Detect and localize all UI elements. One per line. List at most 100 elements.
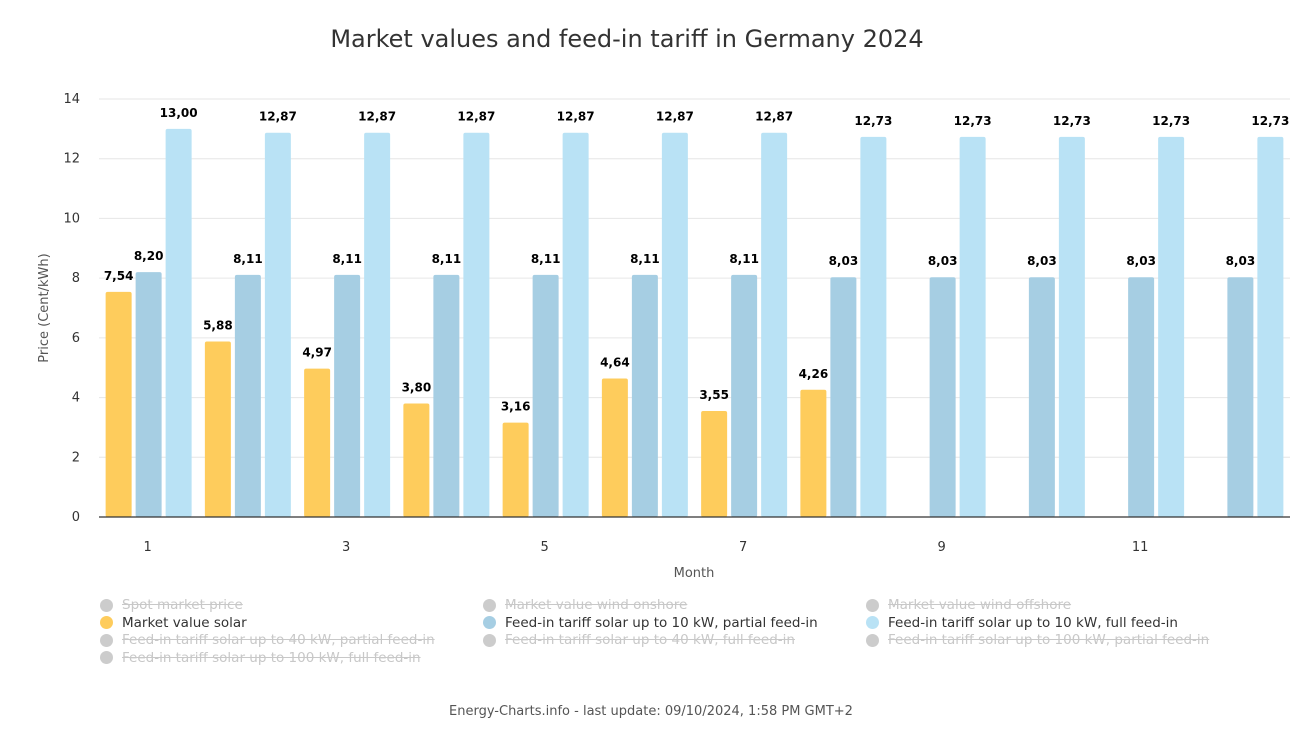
y-tick-label: 12 [63, 152, 80, 167]
data-label: 12,87 [259, 110, 297, 124]
legend-item[interactable]: Feed-in tariff solar up to 40 kW, full f… [483, 632, 795, 648]
legend-label: Feed-in tariff solar up to 10 kW, partia… [505, 614, 818, 631]
data-label: 13,00 [160, 106, 198, 120]
legend-item[interactable]: Market value wind onshore [483, 597, 687, 613]
bar[interactable] [830, 277, 857, 517]
data-label: 4,64 [600, 355, 630, 369]
legend-item[interactable]: Spot market price [100, 597, 243, 613]
legend-item[interactable]: Feed-in tariff solar up to 10 kW, full f… [866, 615, 1178, 631]
data-label: 4,97 [302, 346, 332, 360]
y-tick-label: 6 [72, 331, 80, 346]
bar[interactable] [959, 136, 986, 517]
legend-label: Spot market price [122, 597, 243, 613]
footer-credit: Energy-Charts.info - last update: 09/10/… [449, 704, 853, 719]
legend-swatch [483, 616, 496, 629]
data-label: 3,16 [501, 400, 531, 414]
data-labels: 7,548,20 13,00 5,88 8,11 12,87 4,97 8,11 12,87 3… [104, 106, 1290, 414]
bar[interactable] [731, 274, 758, 517]
legend-label: Feed-in tariff solar up to 100 kW, parti… [888, 632, 1210, 648]
bar[interactable] [364, 132, 391, 517]
bars [105, 128, 1284, 517]
bar[interactable] [463, 132, 490, 517]
data-label: 7,54 [104, 269, 134, 283]
bar[interactable] [1128, 277, 1155, 517]
data-label: 8,11 [432, 252, 462, 266]
data-label: 12,87 [358, 110, 396, 124]
legend-item[interactable]: Feed-in tariff solar up to 40 kW, partia… [100, 632, 435, 648]
x-axis-label: Month [674, 566, 715, 581]
data-label: 8,03 [928, 254, 958, 268]
legend-swatch [866, 598, 879, 612]
data-label: 12,73 [954, 114, 992, 128]
bar[interactable] [532, 274, 559, 517]
bar[interactable] [1227, 277, 1254, 517]
data-label: 5,88 [203, 318, 233, 332]
legend-swatch [100, 633, 113, 647]
data-label: 12,87 [656, 110, 694, 124]
grid [99, 98, 1290, 458]
bar[interactable] [562, 132, 589, 517]
bar[interactable] [701, 411, 728, 517]
chart-title: Market values and feed-in tariff in Germ… [330, 25, 923, 53]
bar[interactable] [204, 341, 231, 517]
data-label: 12,87 [755, 110, 793, 124]
legend: Spot market price Market value wind onsho… [100, 597, 1280, 669]
y-tick-label: 14 [63, 92, 80, 107]
bar[interactable] [502, 422, 529, 517]
bar[interactable] [403, 403, 430, 517]
y-tick-label: 4 [72, 391, 80, 406]
bar[interactable] [761, 132, 788, 517]
data-label: 12,73 [854, 114, 892, 128]
legend-item[interactable]: Market value solar [100, 615, 247, 631]
legend-label: Feed-in tariff solar up to 40 kW, partia… [122, 632, 435, 648]
legend-swatch [866, 616, 879, 629]
bar[interactable] [661, 132, 688, 517]
y-tick-label: 8 [72, 271, 80, 286]
bar[interactable] [929, 277, 956, 517]
bar[interactable] [135, 272, 162, 517]
legend-swatch [100, 598, 113, 612]
data-label: 8,03 [829, 254, 859, 268]
bar[interactable] [631, 274, 658, 517]
data-label: 8,11 [332, 252, 362, 266]
data-label: 4,26 [799, 367, 829, 381]
x-tick-label: 5 [540, 540, 548, 555]
bar[interactable] [1028, 277, 1055, 517]
data-label: 8,03 [1126, 254, 1156, 268]
bar[interactable] [165, 128, 192, 517]
bar[interactable] [1158, 136, 1185, 517]
data-label: 3,55 [699, 388, 729, 402]
legend-label: Market value wind onshore [505, 597, 688, 613]
legend-swatch [100, 616, 113, 629]
bar[interactable] [264, 132, 291, 517]
x-tick-label: 9 [937, 540, 945, 555]
legend-item[interactable]: Feed-in tariff solar up to 100 kW, parti… [866, 632, 1209, 648]
legend-label: Market value wind offshore [888, 597, 1072, 613]
data-label: 12,87 [457, 110, 495, 124]
bar[interactable] [601, 378, 628, 517]
legend-item[interactable]: Market value wind offshore [866, 597, 1071, 613]
x-tick-label: 3 [342, 540, 350, 555]
legend-item[interactable]: Feed-in tariff solar up to 10 kW, partia… [483, 615, 818, 631]
data-label: 12,87 [557, 110, 595, 124]
data-label: 8,11 [630, 252, 660, 266]
legend-item[interactable]: Feed-in tariff solar up to 100 kW, full … [100, 650, 421, 666]
data-label: 8,11 [233, 252, 263, 266]
bar[interactable] [1257, 136, 1284, 517]
legend-swatch [866, 633, 879, 647]
data-label: 8,11 [531, 252, 561, 266]
legend-label: Feed-in tariff solar up to 10 kW, full f… [888, 614, 1178, 631]
bar[interactable] [1058, 136, 1085, 517]
x-tick-label: 11 [1132, 540, 1149, 555]
bar[interactable] [334, 274, 361, 517]
y-tick-label: 2 [72, 450, 80, 465]
bar[interactable] [800, 389, 827, 517]
bar[interactable] [105, 291, 132, 517]
bar[interactable] [860, 136, 887, 517]
bar[interactable] [234, 274, 261, 517]
legend-label: Market value solar [122, 614, 247, 631]
data-label: 12,73 [1251, 114, 1289, 128]
bar[interactable] [304, 368, 331, 517]
x-tick-label: 1 [143, 540, 151, 555]
bar[interactable] [433, 274, 460, 517]
